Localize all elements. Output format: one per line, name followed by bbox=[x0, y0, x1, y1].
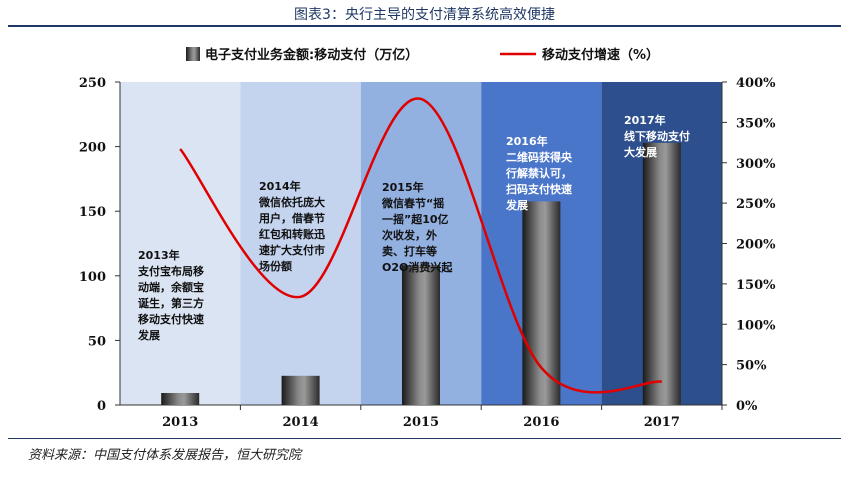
x-tick-label: 2015 bbox=[403, 415, 439, 430]
annotation-2013-line: 2013年 bbox=[138, 248, 180, 262]
bar-2017 bbox=[642, 142, 681, 405]
title-divider bbox=[8, 25, 841, 27]
annotation-2015-line: 一摇”超10亿 bbox=[382, 212, 449, 226]
left-tick-label: 150 bbox=[79, 205, 106, 220]
x-tick-label: 2013 bbox=[162, 415, 198, 430]
bar-2013 bbox=[161, 392, 200, 405]
right-tick-label: 0% bbox=[736, 399, 758, 414]
legend-bar-label: 电子支付业务金额:移动支付（万亿） bbox=[205, 47, 418, 63]
annotation-2016-line: 扫码支付快速 bbox=[506, 182, 572, 196]
annotation-2016-line: 二维码获得央 bbox=[506, 150, 573, 164]
left-tick-label: 200 bbox=[79, 141, 106, 156]
annotation-2017-line: 大发展 bbox=[624, 145, 658, 159]
left-tick-label: 100 bbox=[79, 270, 106, 285]
right-tick-label: 400% bbox=[736, 76, 776, 91]
annotation-2014-line: 微信依托庞大 bbox=[258, 195, 325, 209]
annotation-2014-line: 用户，借春节 bbox=[259, 211, 325, 225]
source-divider bbox=[8, 438, 841, 439]
right-tick-label: 100% bbox=[736, 318, 776, 333]
left-tick-label: 250 bbox=[79, 76, 106, 91]
annotation-2013-line: 移动支付快速 bbox=[138, 312, 204, 326]
x-tick-label: 2016 bbox=[523, 415, 559, 430]
annotation-2013-line: 诞生，第三方 bbox=[138, 296, 204, 310]
band-2013 bbox=[120, 82, 241, 405]
annotation-2014-line: 场份额 bbox=[259, 259, 292, 273]
annotation-2017-line: 线下移动支付 bbox=[624, 129, 690, 143]
annotation-2014-line: 红包和转账迅 bbox=[259, 227, 325, 241]
annotation-2013-line: 动端，余额宝 bbox=[138, 280, 204, 294]
annotation-2013-line: 支付宝布局移 bbox=[137, 264, 204, 278]
x-tick-label: 2017 bbox=[644, 415, 680, 430]
annotation-2016-line: 2016年 bbox=[506, 134, 548, 148]
right-tick-label: 150% bbox=[736, 278, 776, 293]
bar-2014 bbox=[281, 375, 320, 405]
left-tick-label: 0 bbox=[97, 399, 106, 414]
source-note: 资料来源：中国支付体系发展报告，恒大研究院 bbox=[28, 448, 302, 463]
annotation-2015-line: 微信春节“摇 bbox=[381, 196, 444, 210]
legend-bar-swatch bbox=[186, 47, 200, 61]
right-tick-label: 200% bbox=[736, 238, 776, 253]
annotation-2016-line: 发展 bbox=[505, 198, 529, 212]
bar-2015 bbox=[402, 265, 440, 405]
annotation-2015-line: 2015年 bbox=[382, 180, 424, 194]
annotation-2014-line: 2014年 bbox=[259, 179, 301, 193]
bar-2016 bbox=[522, 201, 561, 405]
x-tick-label: 2014 bbox=[283, 415, 319, 430]
annotation-2015-line: 次收发，外 bbox=[382, 228, 437, 242]
annotation-2015-line: O2O消费兴起 bbox=[382, 260, 453, 274]
annotation-2014-line: 速扩大支付市 bbox=[259, 243, 325, 257]
annotation-2016-line: 行解禁认可， bbox=[505, 166, 572, 180]
right-tick-label: 300% bbox=[736, 157, 776, 172]
right-tick-label: 50% bbox=[736, 359, 767, 374]
legend-line-label: 移动支付增速（%） bbox=[542, 47, 659, 63]
figure-title: 图表3：央行主导的支付清算系统高效便捷 bbox=[294, 7, 555, 23]
annotation-2017-line: 2017年 bbox=[624, 113, 666, 127]
right-tick-label: 250% bbox=[736, 197, 776, 212]
annotation-2015-line: 卖、打车等 bbox=[382, 244, 437, 258]
right-tick-label: 350% bbox=[736, 116, 776, 131]
left-tick-label: 50 bbox=[88, 334, 106, 349]
band-2014 bbox=[240, 82, 361, 405]
annotation-2013-line: 发展 bbox=[137, 328, 161, 342]
